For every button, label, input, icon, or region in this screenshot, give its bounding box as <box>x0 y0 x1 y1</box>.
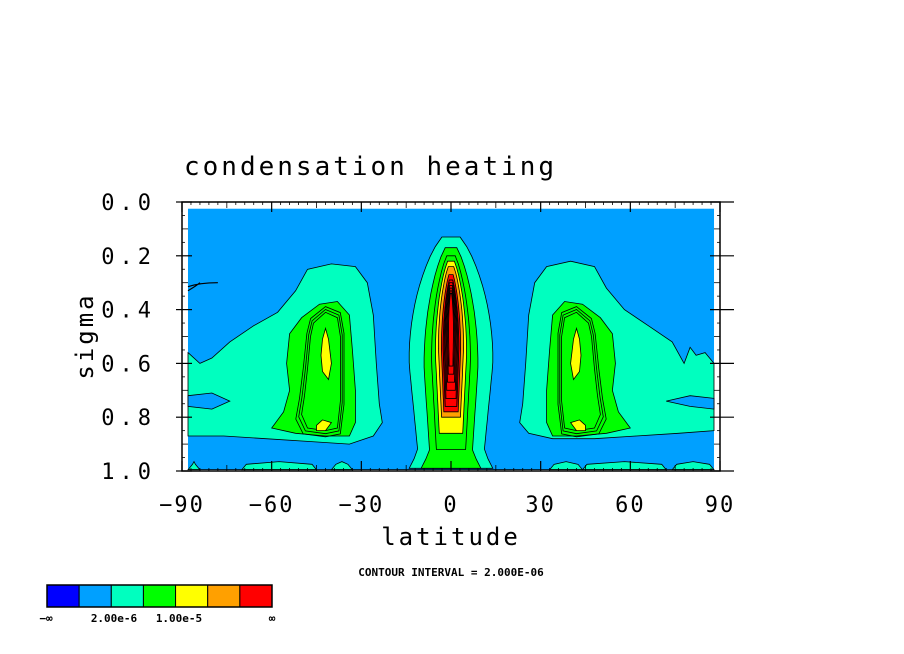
y-tick-label: 0.6 <box>101 352 156 377</box>
lobe-notch-north <box>666 395 715 410</box>
lobe-ring-1-south <box>295 306 345 438</box>
x-tick-label: −30 <box>338 493 384 518</box>
lobe-peak-lower-south <box>316 419 333 431</box>
equatorial-contour-0 <box>442 279 460 407</box>
colorbar-swatch-5 <box>207 584 241 608</box>
lobe-notch-south <box>187 392 231 410</box>
colorbar-label-mid: 1.00e-5 <box>156 612 202 625</box>
lobe-peak-upper-south <box>320 326 332 381</box>
equatorial-contour-2 <box>444 284 458 391</box>
equatorial-contour-5 <box>448 293 454 367</box>
colorbar-swatch-1 <box>78 584 112 608</box>
x-tick-label: −90 <box>159 493 205 518</box>
lobe-inner-north <box>561 311 601 432</box>
equatorial-contour-4 <box>446 290 456 375</box>
lobe-peak-upper-north <box>570 326 582 381</box>
lobe-mid-north <box>546 301 631 437</box>
y-tick-label: 1.0 <box>101 460 156 485</box>
colorbar <box>46 584 273 608</box>
colorbar-label-pos-inf: ∞ <box>269 612 276 625</box>
equatorial-contour-3 <box>445 287 457 383</box>
lobe-ring-0-south <box>298 309 343 435</box>
colorbar-label-neg-inf: −∞ <box>39 612 53 625</box>
colorbar-swatch-2 <box>110 584 144 608</box>
lobe-ring-0-north <box>559 309 604 435</box>
contour-interval-note: CONTOUR INTERVAL = 2.000E-06 <box>358 566 544 579</box>
colorbar-frame <box>46 584 273 608</box>
x-tick-label: 90 <box>705 493 736 518</box>
x-tick-label: −60 <box>249 493 295 518</box>
lobe-mid-south <box>271 301 356 437</box>
x-tick-label: 60 <box>615 493 646 518</box>
colorbar-label-low: 2.00e-6 <box>91 612 138 625</box>
lobe-ring-1-north <box>557 306 607 438</box>
y-tick-labels: 0.0 0.2 0.4 0.6 0.8 1.0 <box>101 191 156 485</box>
x-tick-label: 0 <box>443 493 458 518</box>
tick-marks <box>176 201 734 472</box>
x-tick-label: 30 <box>525 493 556 518</box>
upper-left-contour <box>187 282 218 292</box>
colorbar-swatch-6 <box>239 584 273 608</box>
equatorial-contour-1 <box>443 282 459 399</box>
x-tick-labels: −90 −60 −30 0 30 60 90 <box>159 493 736 518</box>
chart-title: condensation heating <box>184 152 557 182</box>
lobe-inner-south <box>301 311 341 432</box>
x-axis-label: latitude <box>381 523 521 551</box>
y-axis-label: sigma <box>71 292 99 379</box>
lobe-peak-lower-north <box>569 419 586 431</box>
y-tick-label: 0.4 <box>101 299 156 324</box>
y-tick-label: 0.2 <box>101 245 156 270</box>
contour-field <box>187 208 715 471</box>
colorbar-swatch-3 <box>142 584 177 608</box>
colorbar-swatch-0 <box>46 584 80 608</box>
y-tick-label: 0.8 <box>101 406 156 431</box>
colorbar-swatch-4 <box>175 584 209 608</box>
y-tick-label: 0.0 <box>101 191 156 216</box>
